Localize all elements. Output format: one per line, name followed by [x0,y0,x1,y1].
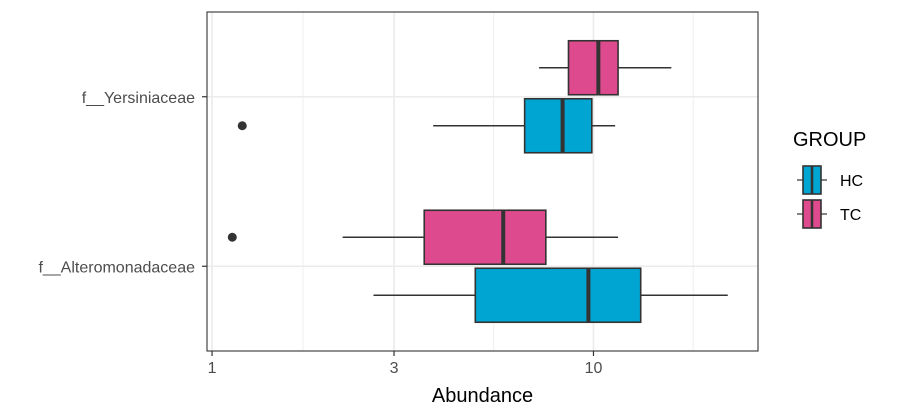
box-iqr [523,97,593,154]
box-TC-f__Yersiniaceae [539,39,672,96]
box-iqr [567,39,619,96]
x-tick-label: 1 [208,360,217,377]
legend-label-TC: TC [840,207,861,224]
outlier-point [227,232,237,242]
box-TC-f__Alteromonadaceae [227,209,619,266]
legend: GROUP HC TC [793,129,866,229]
x-tick-label: 3 [390,360,399,377]
legend-key-TC: TC [797,199,861,229]
y-tick-label: f__Alteromonadaceae [38,259,195,276]
outlier-point [237,121,247,131]
x-axis-title: Abundance [432,385,533,407]
box-HC-f__Yersiniaceae [237,97,616,154]
axes: 1 3 10 f__Alteromonadaceae f__Yersiniaceae [38,90,602,377]
y-tick-label: f__Yersiniaceae [82,90,195,107]
box-iqr [423,209,547,266]
boxes [227,39,728,324]
box-iqr [474,267,642,324]
legend-title: GROUP [793,129,866,151]
x-tick-label: 10 [585,360,603,377]
box-HC-f__Alteromonadaceae [373,267,728,324]
legend-label-HC: HC [840,173,863,190]
plot-border [206,11,759,352]
legend-key-HC: HC [797,165,863,195]
